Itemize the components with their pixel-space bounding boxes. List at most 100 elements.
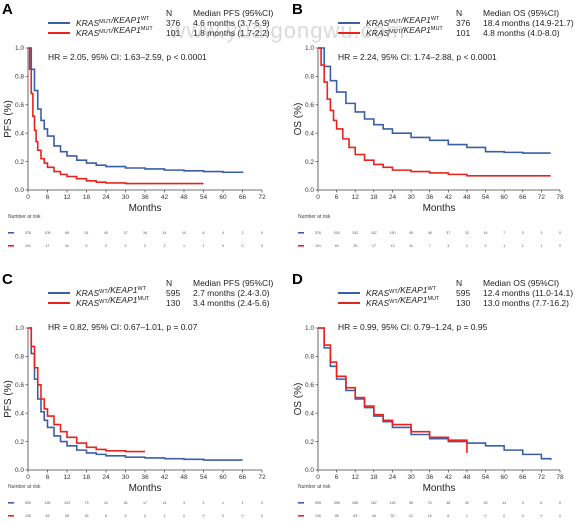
risk-count: 2 [144,514,146,518]
legend-n-value: 595 [166,288,180,298]
legend-gene: KRAS [76,298,99,308]
risk-count: 1 [164,514,166,518]
x-tick-label: 54 [482,474,490,481]
hazard-ratio-text: HR = 2.24, 95% CI: 1.74–2.88, p < 0.0001 [338,52,497,62]
risk-count: 11 [409,244,413,248]
x-tick-label: 54 [200,474,208,481]
risk-table-title: Number at risk [8,484,41,490]
km-curve-red [318,47,551,177]
km-curve-blue [318,327,552,461]
legend-superscript: MUT [99,29,112,35]
y-tick-label: 0.6 [305,382,314,389]
y-tick-label: 0.2 [305,439,314,446]
risk-count: 101 [315,244,321,248]
legend-gene: /KEAP1 [397,285,428,295]
y-tick-label: 0.6 [305,102,314,109]
x-tick-label: 54 [482,194,490,201]
risk-count: 265 [352,501,358,505]
risk-count: 45 [46,514,50,518]
risk-count: 48 [446,501,450,505]
y-tick-label: 1.0 [305,45,314,52]
risk-count: 0 [522,514,524,518]
y-tick-label: 0.4 [15,410,24,417]
x-tick-label: 66 [239,194,247,201]
risk-count: 70 [428,501,432,505]
x-axis-title: Months [423,483,456,494]
x-tick-label: 78 [556,194,564,201]
risk-count: 10 [182,231,186,235]
km-curve-red [318,327,468,453]
x-tick-label: 78 [556,474,564,481]
y-tick-label: 0.8 [305,74,314,81]
x-tick-label: 42 [161,194,169,201]
legend-median-value: 2.7 months (2.4-3.0) [193,288,270,298]
risk-count: 0 [261,501,263,505]
legend-superscript: MUT [99,19,112,25]
x-tick-label: 48 [463,474,471,481]
x-tick-label: 48 [463,194,471,201]
risk-count: 101 [25,244,31,248]
legend-series-name: KRASMUT/KEAP1WT [76,15,150,28]
hazard-ratio-text: HR = 0.99, 95% CI: 0.79–1.24, p = 0.95 [338,322,488,332]
legend-gene: KRAS [76,28,99,38]
legend-superscript: WT [99,289,108,295]
x-tick-label: 0 [26,474,30,481]
risk-count: 1 [242,501,244,505]
risk-count: 37 [446,231,450,235]
x-tick-label: 18 [83,474,91,481]
x-tick-label: 30 [122,194,130,201]
legend-header-n: N [456,8,462,18]
risk-count: 0 [222,244,224,248]
risk-count: 95 [409,231,413,235]
y-tick-label: 0.4 [15,130,24,137]
km-curve-red [28,47,204,185]
risk-count: 0 [261,231,263,235]
risk-count: 2 [466,244,468,248]
legend-gene: /KEAP1 [110,25,141,35]
risk-count: 1 [522,244,524,248]
legend-gene: KRAS [366,288,389,298]
legend-series-name: KRASMUT/KEAP1MUT [366,25,443,38]
y-axis-title: OS (%) [293,103,304,136]
risk-count: 0 [559,231,561,235]
legend-header-median: Median OS (95%CI) [483,8,559,18]
y-tick-label: 0.4 [305,130,314,137]
legend-superscript: MUT [428,296,441,302]
x-tick-label: 72 [538,194,546,201]
km-curve-red [28,327,145,453]
y-tick-label: 0.6 [15,102,24,109]
x-tick-label: 24 [389,194,397,201]
x-tick-label: 6 [335,474,339,481]
legend-superscript: MUT [141,26,154,32]
legend-series-name: KRASWT/KEAP1MUT [366,295,440,308]
risk-count: 17 [372,244,376,248]
legend-gene: /KEAP1 [400,15,431,25]
x-tick-label: 36 [141,474,149,481]
risk-count: 21 [409,514,413,518]
risk-count: 34 [143,231,147,235]
legend-median-value: 4.8 months (4.0-8.0) [483,28,560,38]
risk-count: 6 [203,231,205,235]
legend-n-value: 130 [456,298,470,308]
y-tick-label: 1.0 [15,325,24,332]
risk-count: 11 [65,244,69,248]
legend-header-n: N [166,278,172,288]
risk-count: 0 [242,514,244,518]
x-tick-label: 36 [141,194,149,201]
legend-series-name: KRASWT/KEAP1WT [76,285,147,298]
panel-label: C [2,271,13,288]
legend-superscript: MUT [138,296,151,302]
risk-count: 105 [45,231,51,235]
legend-gene: /KEAP1 [397,295,428,305]
risk-count: 0 [242,244,244,248]
x-tick-label: 72 [538,474,546,481]
x-tick-label: 42 [445,194,453,201]
legend-series-name: KRASWT/KEAP1WT [366,285,437,298]
y-tick-label: 0.2 [305,159,314,166]
y-tick-label: 1.0 [305,325,314,332]
legend-median-value: 3.4 months (2.4-5.6) [193,298,270,308]
risk-count: 14 [484,231,488,235]
risk-count: 376 [315,231,321,235]
risk-count: 2 [164,244,166,248]
risk-count: 4 [222,231,224,235]
